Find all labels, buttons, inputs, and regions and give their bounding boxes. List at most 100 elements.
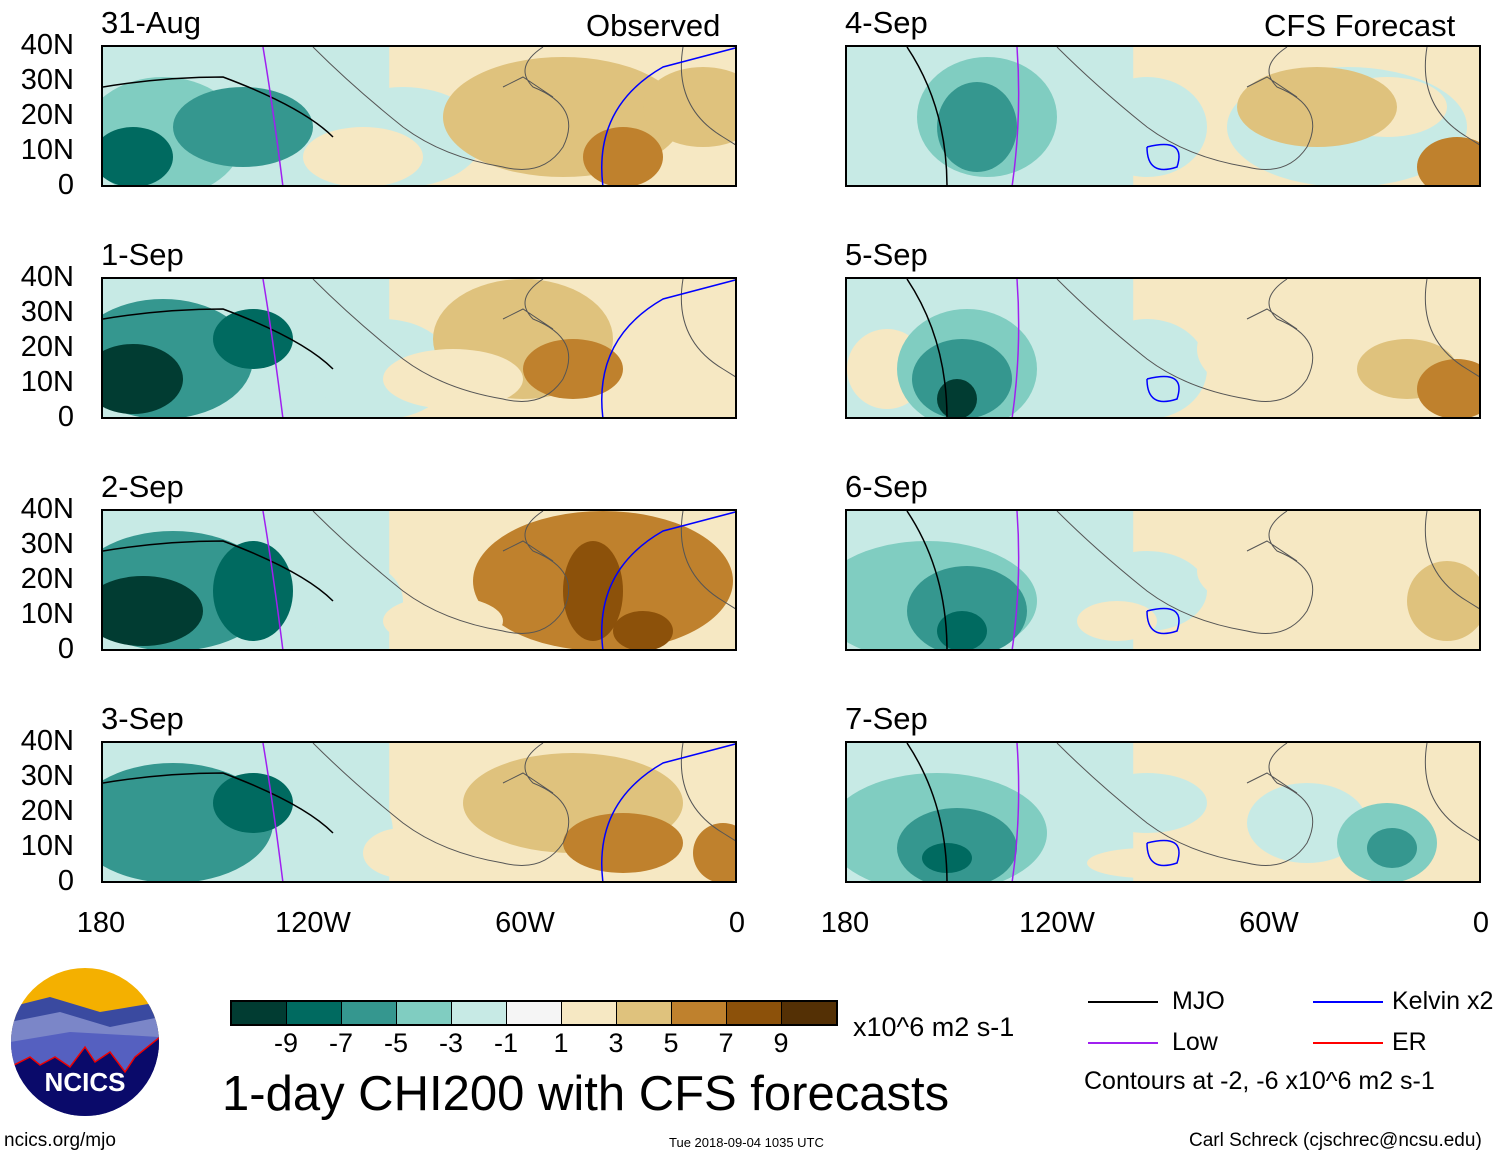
panel-date-label: 1-Sep xyxy=(101,237,184,272)
panel-date-label: 2-Sep xyxy=(101,469,184,504)
field-region xyxy=(613,611,673,649)
panel-date-label: 5-Sep xyxy=(845,237,928,272)
forecast-header: CFS Forecast xyxy=(1264,8,1456,43)
legend-low-line xyxy=(1088,1042,1158,1044)
coastline xyxy=(312,279,735,402)
field-region xyxy=(383,349,523,409)
chi200-map-left-3 xyxy=(101,741,737,883)
contour-line xyxy=(262,279,284,417)
field-region xyxy=(623,329,735,409)
contour-line xyxy=(1011,511,1020,649)
field-region xyxy=(103,344,183,414)
colorbar-swatch xyxy=(397,1002,452,1024)
contour-line xyxy=(103,540,334,602)
contour-line xyxy=(103,76,334,138)
lat-label: 40N xyxy=(20,493,74,525)
contour-note: Contours at -2, -6 x10^6 m2 s-1 xyxy=(1084,1067,1435,1095)
field-region xyxy=(523,339,623,399)
lat-label: 30N xyxy=(20,528,74,560)
lat-label: 40N xyxy=(20,29,74,61)
legend-low: Low xyxy=(1172,1028,1218,1056)
field-region xyxy=(912,339,1012,417)
contour-line xyxy=(1011,743,1020,881)
chi200-map-right-2 xyxy=(845,509,1481,651)
coastline xyxy=(1056,279,1479,402)
contour-line xyxy=(906,743,948,881)
legend-mjo: MJO xyxy=(1172,987,1225,1015)
colorbar-swatch xyxy=(452,1002,507,1024)
chi200-map-left-1 xyxy=(101,277,737,419)
panel-date-label: 7-Sep xyxy=(845,701,928,736)
coastline xyxy=(1056,47,1479,170)
colorbar-swatch xyxy=(232,1002,287,1024)
contour-line xyxy=(262,47,284,185)
contour-line xyxy=(906,47,948,185)
field-region xyxy=(103,127,173,185)
lon-label: 0 xyxy=(728,907,746,939)
colorbar-tick: 7 xyxy=(718,1028,734,1058)
lon-label: 0 xyxy=(1472,907,1490,939)
field-region xyxy=(563,541,623,641)
field-region xyxy=(213,773,293,833)
panel-date-label: 6-Sep xyxy=(845,469,928,504)
lon-label: 60W xyxy=(495,907,555,939)
field-region xyxy=(643,67,735,147)
field-region xyxy=(937,379,977,417)
colorbar-swatch xyxy=(672,1002,727,1024)
colorbar-swatch xyxy=(562,1002,617,1024)
field-region xyxy=(922,843,972,873)
ncics-logo: NCICS xyxy=(11,968,159,1116)
lat-label: 0 xyxy=(57,865,74,897)
figure-title: 1-day CHI200 with CFS forecasts xyxy=(222,1067,950,1121)
colorbar-swatch xyxy=(782,1002,836,1024)
lon-label: 180 xyxy=(76,907,126,939)
contour-line xyxy=(601,743,735,881)
colorbar-tick: -7 xyxy=(328,1028,354,1058)
contour-line xyxy=(906,279,948,417)
legend-er-line xyxy=(1313,1042,1383,1044)
panel-date-label: 31-Aug xyxy=(101,5,201,40)
chi200-map-right-3 xyxy=(845,741,1481,883)
lon-label: 120W xyxy=(275,907,351,939)
colorbar-swatch xyxy=(507,1002,562,1024)
observed-header: Observed xyxy=(586,8,721,43)
footer-author: Carl Schreck (cjschrec@ncsu.edu) xyxy=(1189,1130,1482,1151)
field-region xyxy=(937,82,1017,172)
footer-timestamp: Tue 2018-09-04 1035 UTC xyxy=(669,1135,824,1150)
lat-label: 10N xyxy=(20,598,74,630)
contour-line xyxy=(262,743,284,881)
colorbar-units: x10^6 m2 s-1 xyxy=(853,1012,1015,1042)
field-region xyxy=(363,828,443,878)
contour-line xyxy=(1146,375,1180,403)
field-region xyxy=(1077,601,1157,641)
legend-kelvin-line xyxy=(1313,1001,1383,1003)
colorbar-tick: -9 xyxy=(273,1028,299,1058)
colorbar-swatch xyxy=(342,1002,397,1024)
field-region xyxy=(1417,137,1479,185)
colorbar xyxy=(230,1000,838,1026)
lat-label: 40N xyxy=(20,261,74,293)
field-region xyxy=(583,127,663,185)
field-region xyxy=(1407,561,1479,641)
footer-url[interactable]: ncics.org/mjo xyxy=(4,1130,116,1151)
lat-label: 0 xyxy=(57,401,74,433)
chi200-map-right-1 xyxy=(845,277,1481,419)
contour-line xyxy=(1011,47,1020,185)
contour-line xyxy=(262,511,284,649)
colorbar-tick: 5 xyxy=(663,1028,679,1058)
lat-label: 10N xyxy=(20,366,74,398)
lat-label: 10N xyxy=(20,830,74,862)
legend-er: ER xyxy=(1392,1028,1427,1056)
contour-line xyxy=(103,308,334,370)
field-region xyxy=(1237,67,1397,147)
field-region xyxy=(1447,803,1479,881)
coastline xyxy=(312,511,735,634)
chi200-map-left-0 xyxy=(101,45,737,187)
lon-label: 180 xyxy=(820,907,870,939)
lon-label: 120W xyxy=(1019,907,1095,939)
colorbar-swatch xyxy=(617,1002,672,1024)
lat-label: 20N xyxy=(20,99,74,131)
chi200-map-left-2 xyxy=(101,509,737,651)
contour-line xyxy=(601,279,735,417)
